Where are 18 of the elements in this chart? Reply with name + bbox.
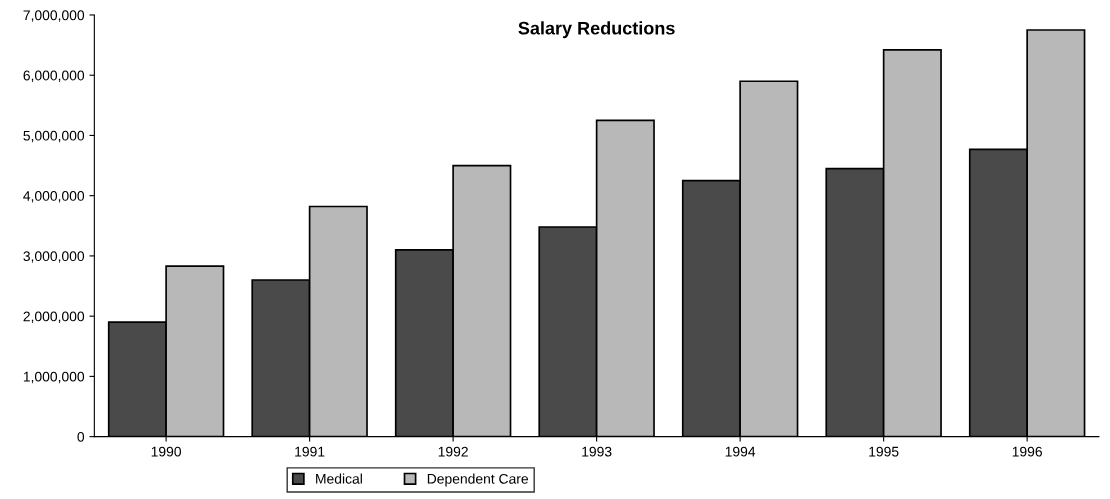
y-tick-label: 6,000,000: [23, 70, 85, 83]
x-tick-label: 1994: [725, 446, 756, 457]
y-tick-label: 0: [77, 431, 85, 442]
x-tick-label: 1990: [151, 446, 182, 457]
legend-label: Dependent Care: [427, 473, 529, 487]
y-tick-label: 3,000,000: [23, 251, 85, 263]
x-tick-label: 1995: [869, 446, 899, 457]
legend-label: Medical: [316, 473, 362, 484]
chart-title: Salary Reductions: [518, 21, 675, 39]
y-tick-label: 1,000,000: [23, 371, 85, 384]
x-tick-label: 1991: [295, 446, 325, 457]
y-tick-label: 5,000,000: [23, 130, 85, 143]
y-tick-label: 4,000,000: [23, 191, 85, 203]
y-tick-label: 2,000,000: [23, 311, 85, 323]
y-tick-label: 7,000,000: [23, 10, 85, 22]
x-tick-label: 1992: [438, 446, 468, 457]
x-tick-label: 1993: [582, 446, 612, 457]
x-tick-label: 1996: [1012, 446, 1042, 457]
